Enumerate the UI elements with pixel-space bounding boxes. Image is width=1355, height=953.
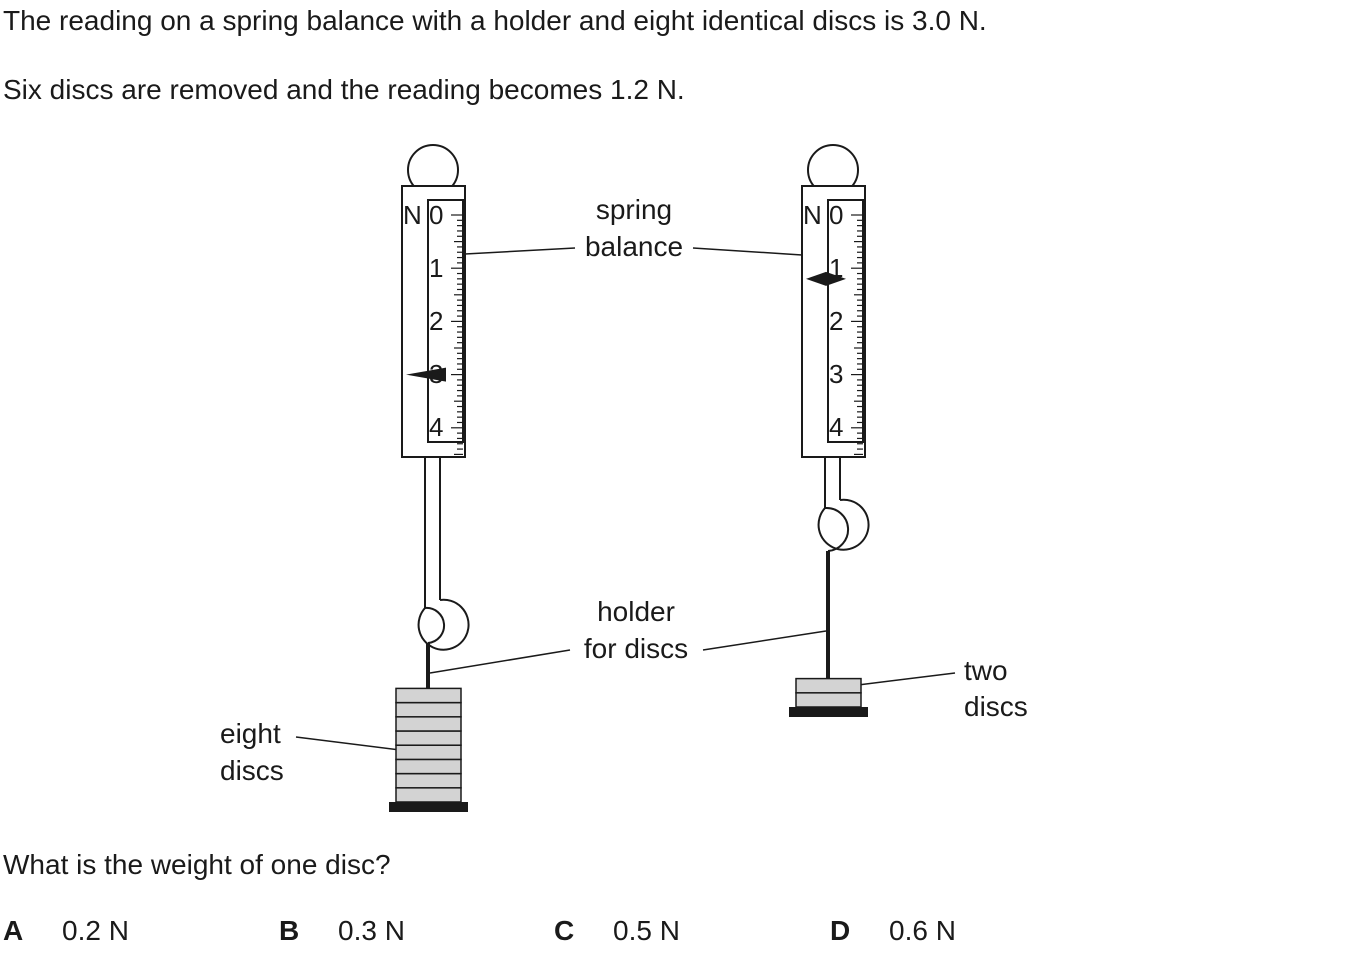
option-b-letter[interactable]: B [279, 915, 300, 946]
disc [795, 677, 862, 694]
holder-label-1: holder [597, 596, 675, 627]
option-c-value[interactable]: 0.5 N [613, 915, 680, 946]
disc [395, 701, 462, 718]
left-scale-ticks [451, 214, 463, 455]
option-a-letter[interactable]: A [3, 915, 24, 946]
holder-label-2: for discs [584, 633, 688, 664]
spring-balance-label-2: balance [585, 231, 683, 262]
two-discs-label-2: discs [964, 691, 1028, 722]
option-c-letter[interactable]: C [554, 915, 575, 946]
two-discs-label-1: two [964, 655, 1008, 686]
disc [395, 716, 462, 732]
disc [395, 687, 462, 704]
question-prompt: What is the weight of one disc? [3, 849, 391, 880]
right-pointer-icon [806, 271, 846, 286]
disc [795, 692, 862, 708]
left-disc-stack [395, 687, 462, 803]
right-scale-ticks [851, 214, 863, 455]
disc [395, 772, 462, 789]
disc [395, 758, 462, 775]
right-disc-stack [795, 677, 862, 708]
eight-discs-label-2: discs [220, 755, 284, 786]
question-line-1: The reading on a spring balance with a h… [3, 5, 987, 36]
question-line-2: Six discs are removed and the reading be… [3, 74, 685, 105]
left-tick-label-2: 2 [429, 306, 443, 336]
left-tick-label-0: 0 [429, 200, 443, 230]
left-hook [417, 598, 470, 651]
disc [395, 787, 462, 803]
right-tick-label-2: 2 [829, 306, 843, 336]
left-tick-label-3: 3 [429, 359, 443, 389]
option-b-value[interactable]: 0.3 N [338, 915, 405, 946]
right-holder-base [789, 707, 868, 717]
right-tick-label-4: 4 [829, 412, 843, 442]
left-holder-base [389, 802, 468, 812]
right-hook [817, 498, 870, 551]
left-pointer-icon [406, 367, 446, 382]
option-d-value[interactable]: 0.6 N [889, 915, 956, 946]
spring-balance-label-1: spring [596, 194, 672, 225]
eight-discs-label-1: eight [220, 718, 281, 749]
right-tick-label-0: 0 [829, 200, 843, 230]
right-scale-unit: N [803, 200, 822, 230]
left-tick-label-1: 1 [429, 253, 443, 283]
right-tick-label-3: 3 [829, 359, 843, 389]
right-tick-label-1: 1 [829, 253, 843, 283]
left-tick-label-4: 4 [429, 412, 443, 442]
left-scale-unit: N [403, 200, 422, 230]
disc [395, 744, 462, 761]
option-a-value[interactable]: 0.2 N [62, 915, 129, 946]
option-d-letter[interactable]: D [830, 915, 851, 946]
disc [395, 730, 462, 746]
